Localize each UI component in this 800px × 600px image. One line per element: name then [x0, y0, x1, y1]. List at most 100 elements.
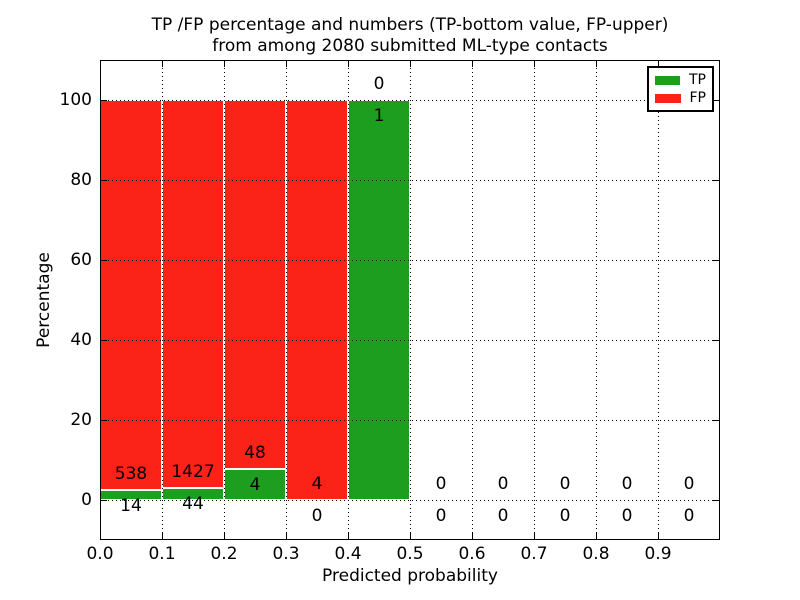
vertical-gridline: [224, 60, 225, 540]
fp-count-label: 48: [244, 443, 266, 464]
legend-label-fp: FP: [689, 90, 707, 106]
y-tick-label: 20: [70, 410, 92, 430]
x-tick-mark-top: [472, 60, 473, 67]
tp-count-label: 44: [182, 494, 204, 515]
x-tick-label: 0.8: [582, 544, 610, 564]
x-tick-label: 0.6: [458, 544, 486, 564]
fp-legend-swatch-icon: [655, 93, 681, 103]
x-tick-mark-top: [534, 60, 535, 67]
y-tick-label: 60: [70, 250, 92, 270]
vertical-gridline: [658, 60, 659, 540]
chart-title-line2: from among 2080 submitted ML-type contac…: [212, 36, 608, 56]
horizontal-gridline: [100, 500, 720, 501]
vertical-gridline: [596, 60, 597, 540]
fp-count-label: 0: [373, 74, 385, 94]
x-tick-label: 0.5: [396, 544, 424, 564]
tp-count-label: 0: [311, 506, 323, 526]
x-tick-mark: [286, 533, 287, 540]
x-tick-mark: [534, 533, 535, 540]
x-tick-label: 0.3: [272, 544, 300, 564]
y-tick-mark-right: [713, 340, 720, 341]
plot-area: [100, 60, 720, 540]
y-tick-mark-right: [713, 420, 720, 421]
fp-bar-segment: [100, 100, 162, 490]
fp-bar-segment: [286, 100, 348, 500]
x-tick-mark-top: [596, 60, 597, 67]
x-tick-mark: [162, 533, 163, 540]
horizontal-gridline: [100, 100, 720, 101]
y-tick-mark-right: [713, 100, 720, 101]
x-tick-mark: [348, 533, 349, 540]
chart-title: TP /FP percentage and numbers (TP-bottom…: [152, 15, 669, 57]
horizontal-gridline: [100, 420, 720, 421]
x-tick-label: 0.1: [148, 544, 176, 564]
legend-label-tp: TP: [689, 72, 706, 88]
fp-count-label: 538: [114, 463, 148, 484]
tp-bar-segment: [224, 469, 286, 500]
vertical-gridline: [286, 60, 287, 540]
legend-item-tp: TP: [655, 73, 706, 87]
fp-count-label: 0: [621, 474, 633, 494]
legend-item-fp: FP: [655, 91, 706, 105]
y-tick-label: 40: [70, 330, 92, 350]
vertical-gridline: [534, 60, 535, 540]
vertical-gridline: [472, 60, 473, 540]
y-tick-mark: [100, 500, 107, 501]
y-tick-mark: [100, 420, 107, 421]
y-tick-label: 80: [70, 170, 92, 190]
x-tick-label: 0.9: [644, 544, 672, 564]
x-tick-mark: [100, 533, 101, 540]
horizontal-gridline: [100, 340, 720, 341]
y-tick-mark: [100, 260, 107, 261]
x-tick-mark: [224, 533, 225, 540]
x-tick-mark: [472, 533, 473, 540]
vertical-gridline: [162, 60, 163, 540]
tp-count-label: 0: [497, 506, 509, 526]
y-tick-mark-right: [713, 180, 720, 181]
y-tick-mark-right: [713, 500, 720, 501]
y-tick-label: 0: [81, 490, 92, 510]
tp-legend-swatch-icon: [655, 75, 680, 85]
tp-bar-segment: [348, 100, 410, 500]
x-tick-label: 0.7: [520, 544, 548, 564]
y-tick-mark: [100, 340, 107, 341]
fp-count-label: 0: [559, 474, 571, 494]
x-tick-mark-top: [100, 60, 101, 67]
tp-count-label: 14: [120, 495, 142, 516]
vertical-gridline: [410, 60, 411, 540]
tp-count-label: 0: [621, 506, 633, 526]
y-tick-mark-right: [713, 260, 720, 261]
x-tick-mark: [658, 533, 659, 540]
tp-count-label: 1: [373, 106, 385, 126]
x-axis-label: Predicted probability: [322, 566, 498, 586]
x-tick-mark-top: [658, 60, 659, 67]
x-tick-label: 0.4: [334, 544, 362, 564]
fp-count-label: 0: [497, 474, 509, 494]
x-tick-mark-top: [348, 60, 349, 67]
tp-count-label: 0: [559, 506, 571, 526]
fp-bar-segment: [162, 100, 224, 489]
fp-count-label: 1427: [171, 462, 215, 483]
x-tick-mark-top: [224, 60, 225, 67]
x-tick-mark: [596, 533, 597, 540]
tp-count-label: 0: [683, 506, 695, 526]
x-tick-mark: [410, 533, 411, 540]
chart-title-line1: TP /FP percentage and numbers (TP-bottom…: [151, 15, 669, 35]
x-tick-mark-top: [286, 60, 287, 67]
horizontal-gridline: [100, 260, 720, 261]
x-tick-label: 0.2: [210, 544, 238, 564]
x-tick-mark-top: [162, 60, 163, 67]
y-tick-mark: [100, 180, 107, 181]
vertical-gridline: [348, 60, 349, 540]
fp-bar-segment: [224, 100, 286, 470]
x-tick-mark-top: [410, 60, 411, 67]
fp-count-label: 0: [683, 474, 695, 494]
legend: TP FP: [647, 66, 714, 112]
x-tick-label: 0.0: [86, 544, 114, 564]
fp-count-label: 4: [311, 474, 323, 494]
fp-count-label: 0: [435, 474, 447, 494]
y-tick-label: 100: [59, 90, 92, 110]
tp-count-label: 0: [435, 506, 447, 526]
tp-count-label: 4: [249, 475, 261, 496]
